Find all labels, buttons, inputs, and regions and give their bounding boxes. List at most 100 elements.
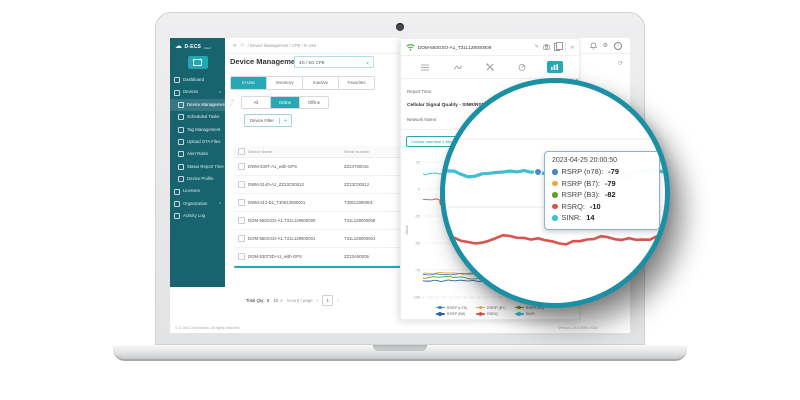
tooltip-value: -82 (604, 190, 616, 199)
chart-legend: RSRP (n78) RSRP (B7) RSRP (B3) RSRP (B8) RSR… (401, 305, 579, 316)
tooltip-row: SINR: 14 (552, 212, 652, 224)
sidebar-item-label: Scheduled Tasks (187, 114, 220, 120)
sidebar-item-dashboard[interactable]: Dashboard (170, 74, 225, 86)
notifications-bell-icon[interactable] (589, 42, 597, 50)
tab-inactive[interactable]: Inactive (303, 77, 339, 89)
collapse-icon (193, 59, 202, 66)
row-checkbox[interactable] (234, 199, 248, 206)
collapse-panel-icon[interactable]: » (570, 43, 574, 51)
wifi-status-icon (406, 44, 415, 51)
status-tab-offline[interactable]: Offline (307, 100, 321, 105)
row-checkbox[interactable] (234, 217, 248, 224)
device-type-select[interactable]: 4G / 5G CPE ∨ (294, 56, 374, 68)
brand-name: D-ECS (184, 43, 202, 50)
sidebar-item-label: Device Management (187, 101, 227, 107)
next-page-icon[interactable]: › (337, 297, 339, 304)
sidebar-item-alert-rules[interactable]: Alert Rules (170, 148, 225, 160)
column-header-device-name: Device Name↕ (248, 149, 275, 154)
current-page[interactable]: 1 (322, 295, 334, 306)
tab-diagnostics[interactable] (514, 61, 530, 73)
device-name-cell: DOM-530T3D-A1_with-GPS (248, 254, 302, 259)
dashboard-icon (174, 77, 180, 84)
camera-icon[interactable] (543, 44, 550, 50)
total-qty-label: Total Qty : 6 (246, 298, 270, 303)
page-size-select[interactable]: 10 ∨ (273, 298, 282, 303)
sidebar: ☁ D-ECS cloud Dashboard Devices ∨ Device Ma… (170, 38, 233, 287)
series-dot-icon (552, 169, 558, 175)
device-management-icon (178, 101, 184, 108)
legend-item-sinr[interactable]: SINR (514, 312, 545, 316)
row-checkbox[interactable] (234, 181, 248, 188)
device-name-cell: DOM-550GSO-A1.T31L129000009 (248, 218, 316, 223)
legend-label: RSRP (B8) (446, 312, 466, 316)
brand-sub: cloud (203, 46, 211, 50)
refresh-icon[interactable]: ⟳ (618, 61, 624, 67)
report-time-label: Report Time: (407, 89, 433, 94)
device-filter-button[interactable]: Device Filter + (244, 114, 292, 127)
sort-icon[interactable]: ↕ (273, 150, 275, 154)
status-tab-all[interactable]: All (242, 97, 271, 108)
add-filter-icon[interactable]: + (278, 117, 291, 124)
serial-number-cell: T31L129000009 (344, 218, 376, 223)
edit-icon[interactable]: ✎ (534, 43, 539, 50)
sidebar-collapse-button[interactable] (187, 56, 208, 69)
svg-text:-50: -50 (415, 241, 420, 245)
row-checkbox[interactable] (234, 163, 248, 170)
svg-text:-75: -75 (415, 268, 420, 272)
svg-text:25: 25 (416, 160, 420, 164)
checkbox-icon (237, 217, 245, 224)
sidebar-menu: Dashboard Devices ∨ Device Management ✓ Sched… (170, 74, 233, 223)
sidebar-item-activity-log[interactable]: Activity Log (170, 210, 225, 222)
sidebar-item-device-profile[interactable]: Device Profile (170, 173, 225, 185)
tab-maintenance[interactable] (482, 61, 498, 73)
settings-gear-icon[interactable]: ⚙ (602, 42, 608, 49)
tab-favorites[interactable]: Favorites (347, 80, 366, 85)
sidebar-item-upload-ota-files[interactable]: Upload OTA Files (170, 136, 225, 148)
tab-in-use[interactable]: In Use (231, 77, 267, 89)
legend-item-rsrp-n78[interactable]: RSRP (n78) (435, 306, 467, 310)
tooltip-label: RSRP (B7): (561, 178, 600, 188)
sidebar-item-licenses[interactable]: Licenses (170, 185, 225, 197)
sidebar-item-organization[interactable]: Organization ∨ (170, 198, 225, 210)
sidebar-item-label: Device Profile (187, 176, 214, 182)
status-tab-online[interactable]: Online (271, 97, 300, 108)
panel-header: DOM-550GSO-A1_T31L129000009 ✎ » (401, 39, 579, 56)
svg-text:Value: Value (405, 225, 409, 234)
serial-number-cell: T30613080001 (344, 200, 373, 205)
device-profile-icon (178, 176, 184, 183)
help-icon[interactable]: ? (614, 41, 622, 50)
tab-statistics[interactable] (546, 61, 563, 73)
legend-item-rsrp-b3[interactable]: RSRP (B3) (514, 306, 544, 310)
sidebar-item-status-report-time[interactable]: Status Report Time (170, 161, 225, 173)
status-tabs: All Online Offline (241, 96, 329, 109)
view-tabs: In Use Inventory Inactive Favorites (230, 76, 375, 90)
pagination: Total Qty : 6 10 ∨ record / page ‹ 1 › (246, 295, 339, 306)
row-checkbox[interactable] (234, 253, 248, 260)
tab-inventory[interactable]: Inventory (267, 77, 303, 89)
legend-item-rsrq[interactable]: RSRQ (475, 312, 506, 316)
series-dot-icon (552, 192, 558, 198)
expand-panel-icon[interactable]: » (231, 98, 234, 104)
sidebar-item-device-management[interactable]: Device Management ✓ (170, 98, 233, 112)
legend-item-rsrp-b8[interactable]: RSRP (B8) (435, 312, 467, 316)
version-text: Version 1.0.0-0054-V200 (558, 326, 598, 330)
serial-number-cell: ZZ23A00005 (344, 254, 369, 259)
series-dot-icon (552, 203, 558, 209)
sidebar-item-tag-management[interactable]: Tag Management (170, 124, 225, 136)
select-all-checkbox[interactable] (234, 148, 248, 155)
checkbox-icon (237, 253, 245, 260)
tooltip-timestamp: 2023-04-25 20:00:50 (552, 157, 617, 164)
home-icon[interactable]: ⌂ (240, 41, 244, 48)
legend-marker-icon (475, 305, 485, 310)
tab-network[interactable] (450, 61, 466, 73)
back-icon[interactable]: « (233, 42, 237, 49)
prev-page-icon[interactable]: ‹ (316, 297, 319, 304)
row-checkbox[interactable] (234, 235, 248, 242)
breadcrumb: / Device Management / CPE / In Use (247, 43, 317, 48)
tab-details[interactable] (417, 61, 433, 73)
sidebar-item-scheduled-tasks[interactable]: Scheduled Tasks (170, 111, 225, 123)
legend-item-rsrp-b7[interactable]: RSRP (B7) (475, 305, 506, 310)
copy-icon[interactable] (553, 42, 562, 51)
serial-number-cell: ZZ23C00012 (344, 182, 370, 187)
sidebar-item-devices[interactable]: Devices ∨ (170, 86, 225, 98)
